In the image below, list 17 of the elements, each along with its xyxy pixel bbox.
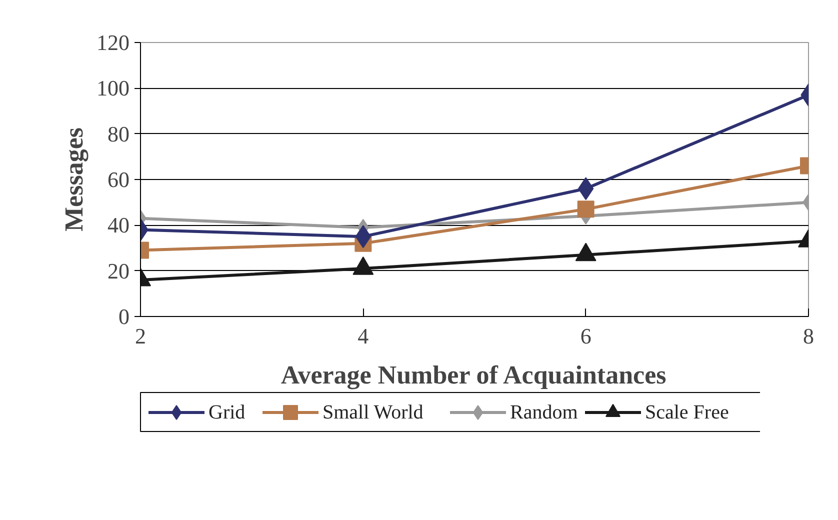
- x-tick-label: 6: [580, 324, 592, 348]
- y-tick-label: 40: [108, 212, 130, 238]
- y-tick-label: 0: [118, 304, 130, 329]
- legend-label: Random: [510, 402, 578, 424]
- legend-label: Grid: [208, 402, 246, 424]
- y-tick-label: 120: [96, 30, 130, 55]
- y-tick-label: 80: [108, 121, 130, 146]
- y-tick-label: 60: [108, 167, 130, 192]
- x-tick-label: 8: [803, 324, 814, 348]
- legend-label: Small World: [322, 402, 424, 424]
- y-tick-label: 100: [96, 76, 130, 101]
- y-tick-label: 20: [108, 258, 130, 284]
- x-axis-title: Average Number of Acquaintances: [280, 360, 666, 390]
- legend-label: Scale Free: [645, 402, 729, 424]
- x-tick-label: 4: [358, 324, 369, 348]
- y-axis-title: Messages: [60, 128, 88, 232]
- x-tick-label: 2: [135, 324, 146, 348]
